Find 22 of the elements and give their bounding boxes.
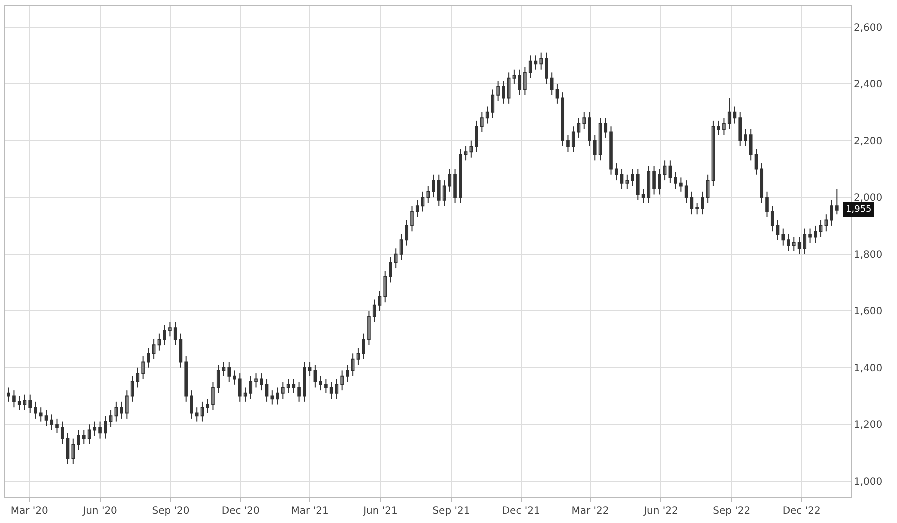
x-tick-label: Jun '21	[362, 506, 398, 517]
x-tick-label: Mar '21	[291, 506, 329, 517]
y-tick-label: 1,200	[854, 420, 883, 432]
y-tick-label: 1,400	[854, 363, 883, 374]
x-tick-label: Mar '20	[10, 506, 48, 517]
y-tick-label: 1,800	[854, 250, 883, 261]
x-tick-label: Dec '21	[502, 506, 540, 517]
y-tick-label: 1,600	[854, 306, 883, 318]
x-tick-label: Mar '22	[572, 506, 610, 517]
y-tick-label: 2,000	[854, 193, 883, 204]
y-tick-label: 2,600	[854, 22, 883, 34]
x-tick-label: Dec '20	[222, 506, 260, 517]
y-tick-label: 2,200	[854, 136, 883, 148]
x-tick-label: Sep '22	[713, 506, 751, 517]
x-tick-label: Sep '20	[152, 506, 190, 517]
x-tick-label: Jun '22	[643, 506, 678, 517]
y-tick-label: 1,000	[854, 476, 883, 488]
y-tick-label: 2,400	[854, 80, 883, 91]
x-tick-label: Dec '22	[782, 506, 821, 517]
x-tick-label: Jun '20	[82, 506, 118, 517]
x-tick-label: Sep '21	[432, 506, 470, 517]
annotation: 1,955	[846, 205, 872, 215]
